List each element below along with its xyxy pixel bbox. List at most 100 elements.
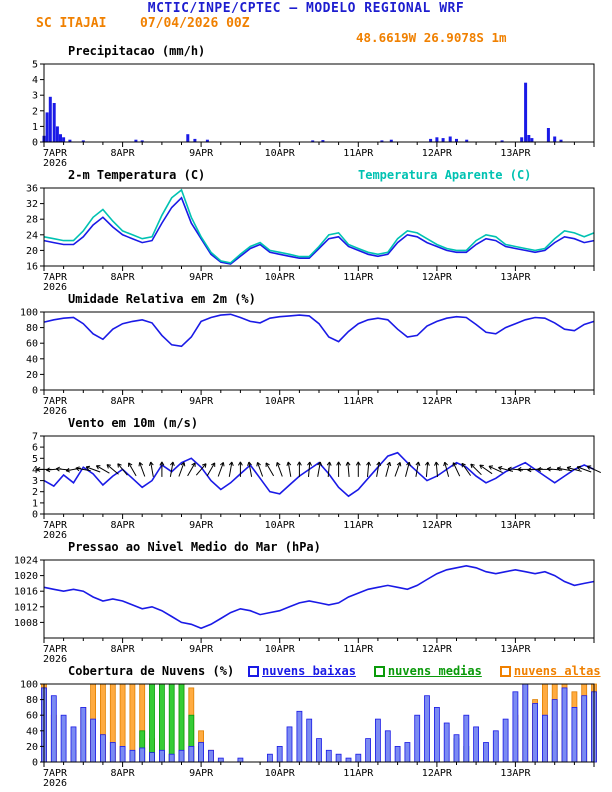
wind-speed-line <box>43 451 595 498</box>
legend-mid-clouds: nuvens medias <box>373 664 482 678</box>
axis-tick-label: 13APR <box>500 272 531 283</box>
axis-tick-label: 40 <box>26 726 38 737</box>
panel-temperature: 2-m Temperatura (C) Temperatura Aparente… <box>0 168 612 292</box>
axis-tick-label: 10APR <box>265 768 296 779</box>
axis-tick-label: 8APR <box>111 396 136 407</box>
axis-tick-label: 36 <box>26 184 38 195</box>
low-clouds-swatch-icon <box>248 665 259 677</box>
axis-tick-label: 0 <box>32 758 38 769</box>
axis-tick-label: 1 <box>32 122 38 133</box>
panel-pressure: Pressao ao Nivel Medio do Mar (hPa) 1008… <box>0 540 612 664</box>
axis-tick-label: 11APR <box>343 520 374 531</box>
temperature-line <box>43 196 595 265</box>
axis-tick-label: 16 <box>26 262 38 273</box>
axis-tick-label: 9APR <box>189 396 214 407</box>
apparent-temperature-title: Temperatura Aparente (C) <box>358 168 532 182</box>
station-name: SC ITAJAI <box>36 16 107 31</box>
page-title: MCTIC/INPE/CPTEC — MODELO REGIONAL WRF <box>147 1 465 16</box>
axis-tick-label: 1 <box>32 498 38 509</box>
axis-tick-label: 13APR <box>500 644 531 655</box>
axis-tick-label: 2026 <box>43 778 67 788</box>
axis-tick-label: 9APR <box>189 272 214 283</box>
axis-tick-label: 7APR <box>43 396 68 407</box>
axis-tick-label: 12APR <box>422 768 453 779</box>
panel-clouds: Cobertura de Nuvens (%) nuvens baixas nu… <box>0 664 612 788</box>
axis-tick-label: 0 <box>32 510 38 521</box>
cloud-legend: nuvens baixas nuvens medias nuvens altas <box>248 664 601 678</box>
axis-tick-label: 60 <box>26 339 38 350</box>
wind-arrows <box>36 461 602 477</box>
axis-tick-label: 7APR <box>43 272 68 283</box>
station-coordinates: 48.6619W 26.9078S 1m <box>356 30 507 45</box>
axis-tick-label: 10APR <box>265 396 296 407</box>
axis-tick-label: 2026 <box>43 282 67 292</box>
mslp-plot: 1008 1012 1016 1020 1024 7APR 8APR 9APR 10APR 11A… <box>14 556 595 664</box>
legend-low-clouds-label: nuvens baixas <box>262 664 356 678</box>
axis-tick-label: 11APR <box>343 644 374 655</box>
precipitation-title: Precipitacao (mm/h) <box>68 44 206 58</box>
temperature-title: 2-m Temperatura (C) <box>68 168 206 182</box>
axis-tick-label: 12APR <box>422 396 453 407</box>
clouds-plot: 0 20 40 60 80 100 7APR 8APR 9APR 10APR 11APR 12APR 1… <box>20 680 597 788</box>
axis-tick-label: 60 <box>26 711 38 722</box>
clouds-chart: 0 20 40 60 80 100 7APR 8APR 9APR 10APR 11APR 12APR 1… <box>20 680 597 788</box>
axis-tick-label: 4 <box>32 75 38 86</box>
panel-frame <box>43 435 595 515</box>
axis-tick-label: 10APR <box>265 644 296 655</box>
wind-title: Vento em 10m (m/s) <box>68 416 199 430</box>
axis-tick-label: 100 <box>20 680 38 691</box>
run-datetime: 07/04/2026 00Z <box>140 16 250 31</box>
axis-tick-label: 12APR <box>422 644 453 655</box>
axis-tick-label: 1020 <box>14 571 38 582</box>
clouds-title: Cobertura de Nuvens (%) <box>68 664 235 678</box>
panel-humidity: Umidade Relativa em 2m (%) 0 20 40 60 80 100 7… <box>0 292 612 416</box>
axis-tick-label: 8APR <box>111 272 136 283</box>
axis-tick-label: 8APR <box>111 768 136 779</box>
axis-tick-label: 32 <box>26 199 38 210</box>
panel-wind: Vento em 10m (m/s) 0 1 2 3 4 5 6 7 7APR 8APR 9APR 1… <box>0 416 612 540</box>
legend-mid-clouds-label: nuvens medias <box>387 664 482 678</box>
rh2m-plot: 0 20 40 60 80 100 7APR 8APR 9APR 10APR 11APR 12APR 1… <box>20 308 595 416</box>
axis-tick-label: 10APR <box>265 272 296 283</box>
axis-tick-label: 3 <box>32 476 38 487</box>
apparent-temperature-line <box>43 188 595 264</box>
humidity-title: Umidade Relativa em 2m (%) <box>68 292 256 306</box>
axis-tick-label: 80 <box>26 695 38 706</box>
axis-tick-label: 20 <box>26 246 38 257</box>
axis-tick-label: 28 <box>26 215 38 226</box>
axis-tick-label: 40 <box>26 354 38 365</box>
legend-high-clouds-label: nuvens altas <box>513 664 601 678</box>
precipitation-chart: 0 1 2 3 4 5 7APR 8APR 9APR 10APR 11APR 12APR 13APR 20… <box>32 60 595 168</box>
axis-tick-label: 7 <box>32 432 38 443</box>
axis-tick-label: 10APR <box>265 148 296 159</box>
legend-low-clouds: nuvens baixas <box>248 664 356 678</box>
axis-tick-label: 13APR <box>500 396 531 407</box>
axis-tick-label: 3 <box>32 91 38 102</box>
axis-tick-label: 9APR <box>189 768 214 779</box>
precip-bars <box>42 82 563 142</box>
low-cloud-bars <box>41 683 597 763</box>
axis-tick-label: 2026 <box>43 406 67 416</box>
axis-tick-label: 12APR <box>422 520 453 531</box>
panel-precipitation: Precipitacao (mm/h) 0 1 2 3 4 5 7APR 8APR 9APR 10… <box>0 44 612 168</box>
axis-tick-label: 11APR <box>343 148 374 159</box>
axis-tick-label: 11APR <box>343 272 374 283</box>
pressure-chart: 1008 1012 1016 1020 1024 7APR 8APR 9APR 10APR 11A… <box>14 556 595 664</box>
axis-tick-label: 13APR <box>500 768 531 779</box>
axis-tick-label: 7APR <box>43 768 68 779</box>
panel-frame <box>43 559 595 639</box>
axis-tick-label: 2026 <box>43 530 67 540</box>
mid-clouds-swatch-icon <box>373 665 385 677</box>
axis-tick-label: 13APR <box>500 520 531 531</box>
axis-tick-label: 8APR <box>111 520 136 531</box>
axis-tick-label: 2 <box>32 487 38 498</box>
axis-tick-label: 12APR <box>422 148 453 159</box>
axis-tick-label: 9APR <box>189 148 214 159</box>
humidity-line <box>43 313 595 348</box>
axis-tick-label: 7APR <box>43 644 68 655</box>
panel-frame <box>43 63 595 143</box>
axis-tick-label: 20 <box>26 370 38 381</box>
